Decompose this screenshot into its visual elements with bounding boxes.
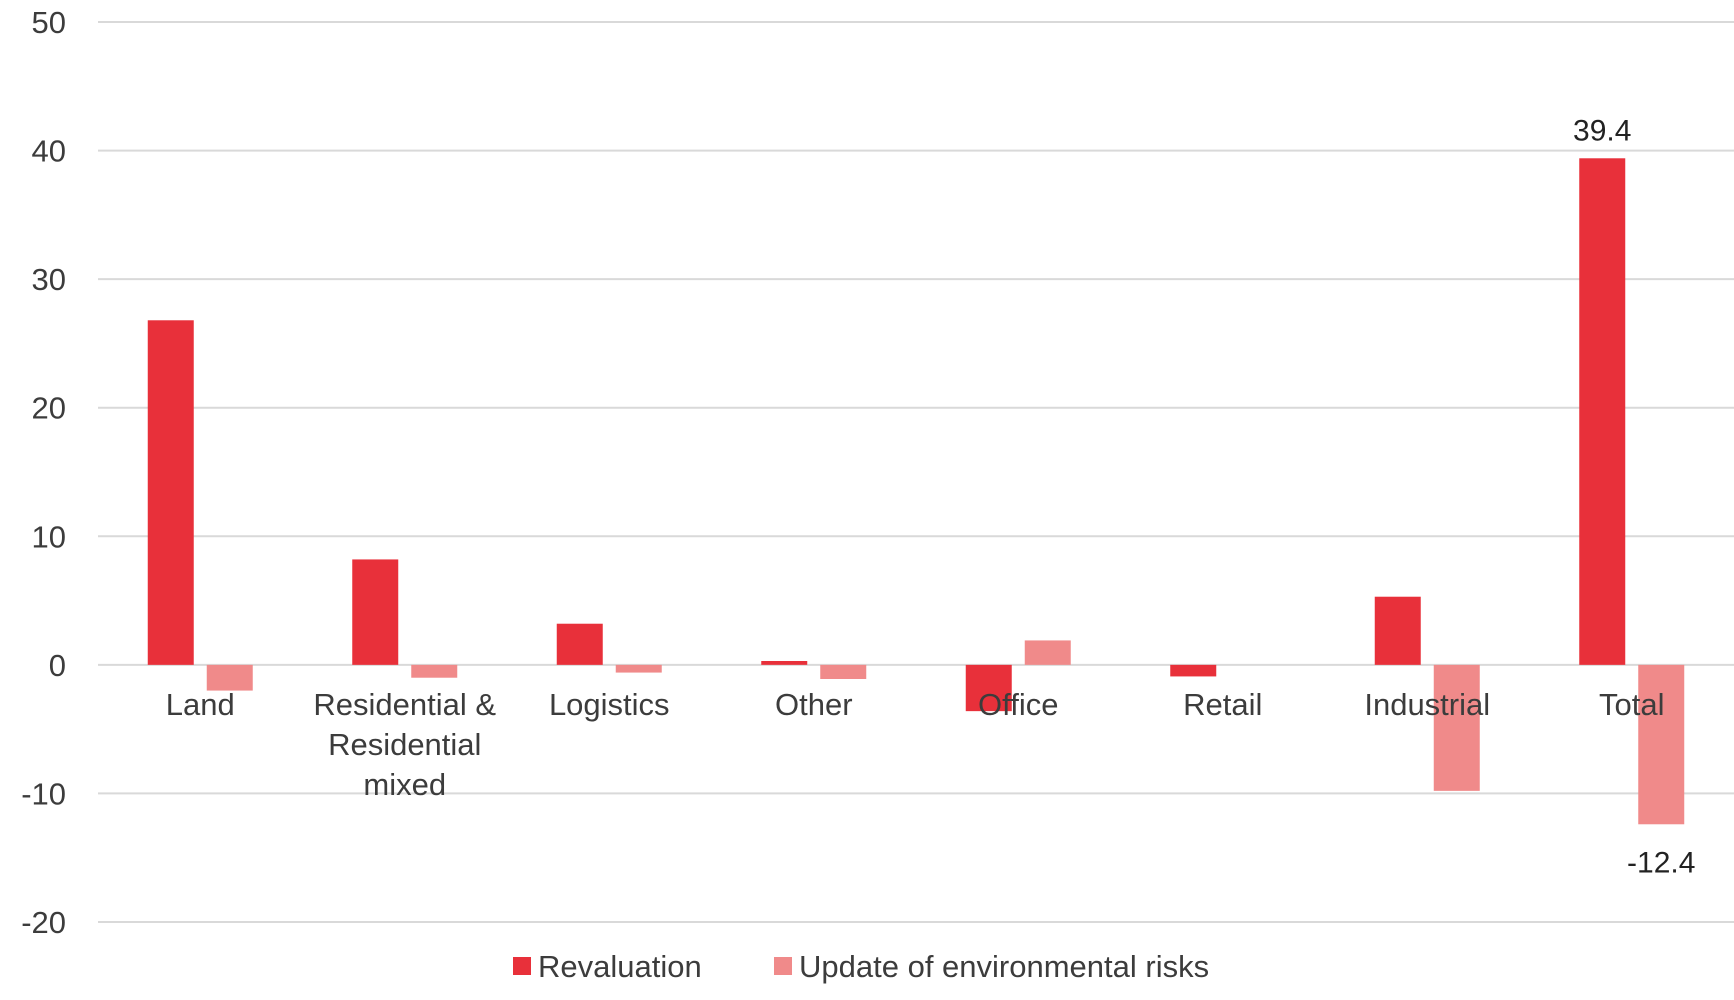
x-category-label-line: Logistics <box>549 687 670 722</box>
y-tick-label: -20 <box>21 905 66 940</box>
x-category-label-line: Residential <box>328 727 481 762</box>
y-tick-label: 10 <box>32 519 66 554</box>
bar-environmental-risks-7 <box>1638 664 1685 825</box>
y-tick-label: 0 <box>49 648 66 683</box>
x-category-label: Industrial <box>1364 687 1490 722</box>
x-category-label-line: Office <box>978 687 1058 722</box>
bar-environmental-risks-6 <box>1433 664 1480 791</box>
bar-environmental-risks-0 <box>206 664 253 691</box>
data-label: 39.4 <box>1573 114 1631 147</box>
x-category-label: Office <box>978 687 1058 722</box>
x-category-label: Logistics <box>549 687 670 722</box>
x-category-label-line: Other <box>775 687 853 722</box>
bar-environmental-risks-4 <box>1024 640 1071 665</box>
x-axis-category-labels: Land Residential & Residential mixed Logisti… <box>166 687 1665 802</box>
x-category-label-line: Land <box>166 687 235 722</box>
x-category-label-line: Retail <box>1183 687 1262 722</box>
bar-revaluation-2 <box>556 623 603 665</box>
y-tick-label: -10 <box>21 776 66 811</box>
legend-swatch-environmental-risks <box>774 957 792 975</box>
bar-revaluation-5 <box>1170 664 1217 677</box>
bar-environmental-risks-1 <box>411 664 458 678</box>
bar-environmental-risks-3 <box>820 664 867 679</box>
data-labels: 39.4 -12.4 <box>1573 114 1695 879</box>
bar-revaluation-7 <box>1579 158 1626 665</box>
gridlines <box>98 21 1734 923</box>
x-category-label: Retail <box>1183 687 1262 722</box>
x-category-label: Total <box>1599 687 1664 722</box>
x-category-label: Land <box>166 687 235 722</box>
x-category-label: Residential & Residential mixed <box>313 687 496 802</box>
legend-swatch-revaluation <box>513 957 531 975</box>
bar-revaluation-1 <box>352 559 399 665</box>
y-tick-label: 50 <box>32 5 66 40</box>
x-category-label-line: Industrial <box>1364 687 1490 722</box>
bar-revaluation-6 <box>1374 596 1421 665</box>
bars <box>147 158 1685 825</box>
bar-revaluation-0 <box>147 320 194 665</box>
x-category-label-line: mixed <box>363 767 446 802</box>
bar-revaluation-3 <box>761 661 808 665</box>
legend: Revaluation Update of environmental risks <box>513 949 1209 984</box>
legend-label-environmental-risks: Update of environmental risks <box>799 949 1209 984</box>
y-axis-ticks: 50 40 30 20 10 0 -10 -20 <box>21 5 66 940</box>
x-category-label-line: Total <box>1599 687 1664 722</box>
x-category-label-line: Residential & <box>313 687 496 722</box>
bar-revaluation-4 <box>965 664 1012 712</box>
data-label: -12.4 <box>1627 846 1695 879</box>
y-tick-label: 30 <box>32 262 66 297</box>
y-tick-label: 40 <box>32 134 66 169</box>
bar-environmental-risks-2 <box>615 664 662 673</box>
legend-label-revaluation: Revaluation <box>538 949 702 984</box>
y-tick-label: 20 <box>32 391 66 426</box>
x-category-label: Other <box>775 687 853 722</box>
